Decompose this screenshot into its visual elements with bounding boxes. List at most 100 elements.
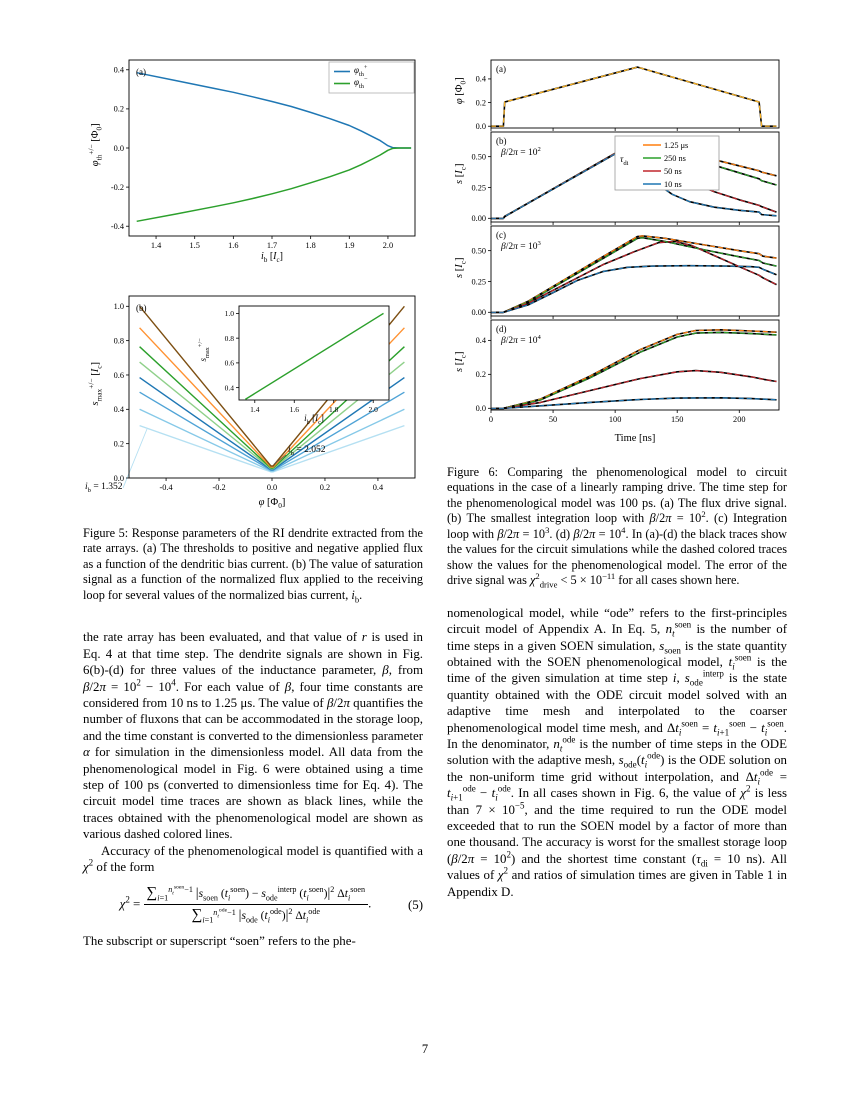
fig5a-legend-label-phi-minus: φth−	[354, 76, 368, 89]
i: I	[273, 251, 277, 262]
panel-letter-c: (c)	[496, 230, 506, 240]
sup: soen	[308, 885, 324, 895]
i: s	[198, 358, 209, 362]
i: i	[495, 792, 498, 803]
i: t	[728, 655, 733, 670]
y-tick-label: 1.0	[225, 309, 235, 318]
sub: max	[203, 347, 211, 359]
x-tick-label: -0.4	[160, 483, 174, 492]
fig5b-annotation-ib-2052: ib = 2.052	[288, 445, 326, 457]
sub: ode	[623, 759, 637, 770]
i: i	[732, 661, 735, 672]
sup: ode	[462, 783, 476, 794]
sup: 2	[288, 907, 293, 917]
sup: 3	[545, 524, 550, 535]
inset-smax-line	[244, 312, 384, 400]
sub: i	[679, 727, 682, 737]
series-phi-th-plus	[136, 71, 412, 149]
model-trace-drive	[491, 66, 777, 127]
sup: ode	[497, 783, 511, 794]
equation-5-numerator: ∑i=1ntsoen−1 |ssoen (tisoen) − sodeinter…	[143, 884, 369, 906]
panel-letter-a: (a)	[136, 67, 146, 77]
i: n	[665, 622, 673, 637]
panel-letter-d: (d)	[496, 324, 507, 334]
annotation-connector-2052	[273, 454, 287, 465]
y-tick-label: 0.25	[471, 277, 486, 286]
sub: b	[290, 449, 294, 457]
sup: interp	[277, 885, 297, 895]
body-paragraph-3: The subscript or superscript “soen” refe…	[83, 933, 356, 948]
sub: t	[560, 744, 563, 754]
i: τ	[696, 851, 701, 866]
sup: ode	[269, 907, 282, 917]
y-tick-label: 0.0	[476, 404, 486, 413]
axes-frame	[490, 225, 780, 317]
fig5a-y-axis-label: φth+/− [Φ0]	[86, 123, 104, 167]
sup: 4	[171, 677, 176, 688]
sub: 0	[458, 80, 468, 85]
x-tick-label: -0.2	[212, 483, 225, 492]
sup: −	[363, 76, 368, 83]
page-number: 7	[421, 1042, 429, 1056]
i: β	[501, 242, 506, 252]
i: φ	[90, 160, 102, 167]
i: t	[447, 786, 451, 801]
i: i	[678, 727, 682, 738]
x-tick-label: 1.9	[344, 241, 354, 250]
x-tick-label: 1.7	[267, 241, 277, 250]
sup: soen	[767, 718, 784, 729]
sup: ode	[562, 734, 576, 745]
i: t	[761, 720, 765, 735]
left-body-text: the rate array has been evaluated, and t…	[83, 629, 423, 949]
i: i	[764, 727, 768, 738]
sup: 2	[701, 509, 706, 520]
body-paragraph-2: Accuracy of the phenomenological model i…	[83, 843, 423, 874]
axes-frame	[490, 319, 780, 411]
i: β	[284, 679, 292, 694]
sup: 2	[745, 783, 751, 794]
equation-5-lhs: χ2 =	[119, 894, 144, 911]
i: β	[573, 526, 580, 541]
model-trace-tau-50ns	[491, 370, 777, 409]
i: t	[302, 909, 307, 923]
panel-letter-b: (b)	[136, 303, 147, 313]
sup: soen	[729, 718, 746, 729]
x-tick-label: 0	[489, 415, 493, 424]
right-body-text: nomenological model, while “ode” refers …	[447, 605, 787, 900]
fig5a-x-axis-label: ib [Ic]	[261, 251, 283, 264]
i: s	[454, 179, 466, 185]
i: β	[326, 695, 334, 710]
axes-frame	[490, 59, 780, 129]
i: α	[83, 745, 90, 760]
sub: t	[217, 913, 219, 919]
sup: 2	[125, 894, 130, 905]
sub: i+1	[716, 727, 730, 738]
i: t	[344, 887, 348, 901]
x-tick-label: 100	[609, 415, 621, 424]
i: χ	[119, 896, 126, 911]
i: β	[501, 148, 506, 158]
sup: ode	[759, 767, 774, 778]
sub: di	[700, 858, 708, 869]
i: i	[157, 893, 160, 903]
sub: max	[94, 388, 104, 402]
sup: ode	[647, 751, 661, 762]
fig6d-beta-annotation: β/2π = 104	[501, 333, 541, 346]
span: ∑	[191, 907, 203, 924]
y-tick-label: 0.2	[114, 439, 124, 448]
left-column: 1.4 1.5 1.6 1.7 1.8 1.9 2.0 -0.4 -0.2 0.0 0.2 0.4 (a…	[83, 52, 423, 949]
sup: 2	[88, 857, 94, 868]
big: |	[238, 908, 242, 924]
i: χ	[497, 868, 504, 883]
sub: c	[458, 261, 468, 265]
sup: 2	[503, 865, 509, 876]
sub: c	[318, 418, 321, 426]
i: t	[264, 909, 268, 923]
big: |	[285, 908, 289, 924]
i: t	[172, 891, 174, 898]
axes-frame	[490, 131, 780, 223]
sub: i	[348, 894, 350, 903]
x-tick-label: 1.5	[190, 241, 200, 250]
y-tick-label: 0.0	[114, 144, 124, 153]
